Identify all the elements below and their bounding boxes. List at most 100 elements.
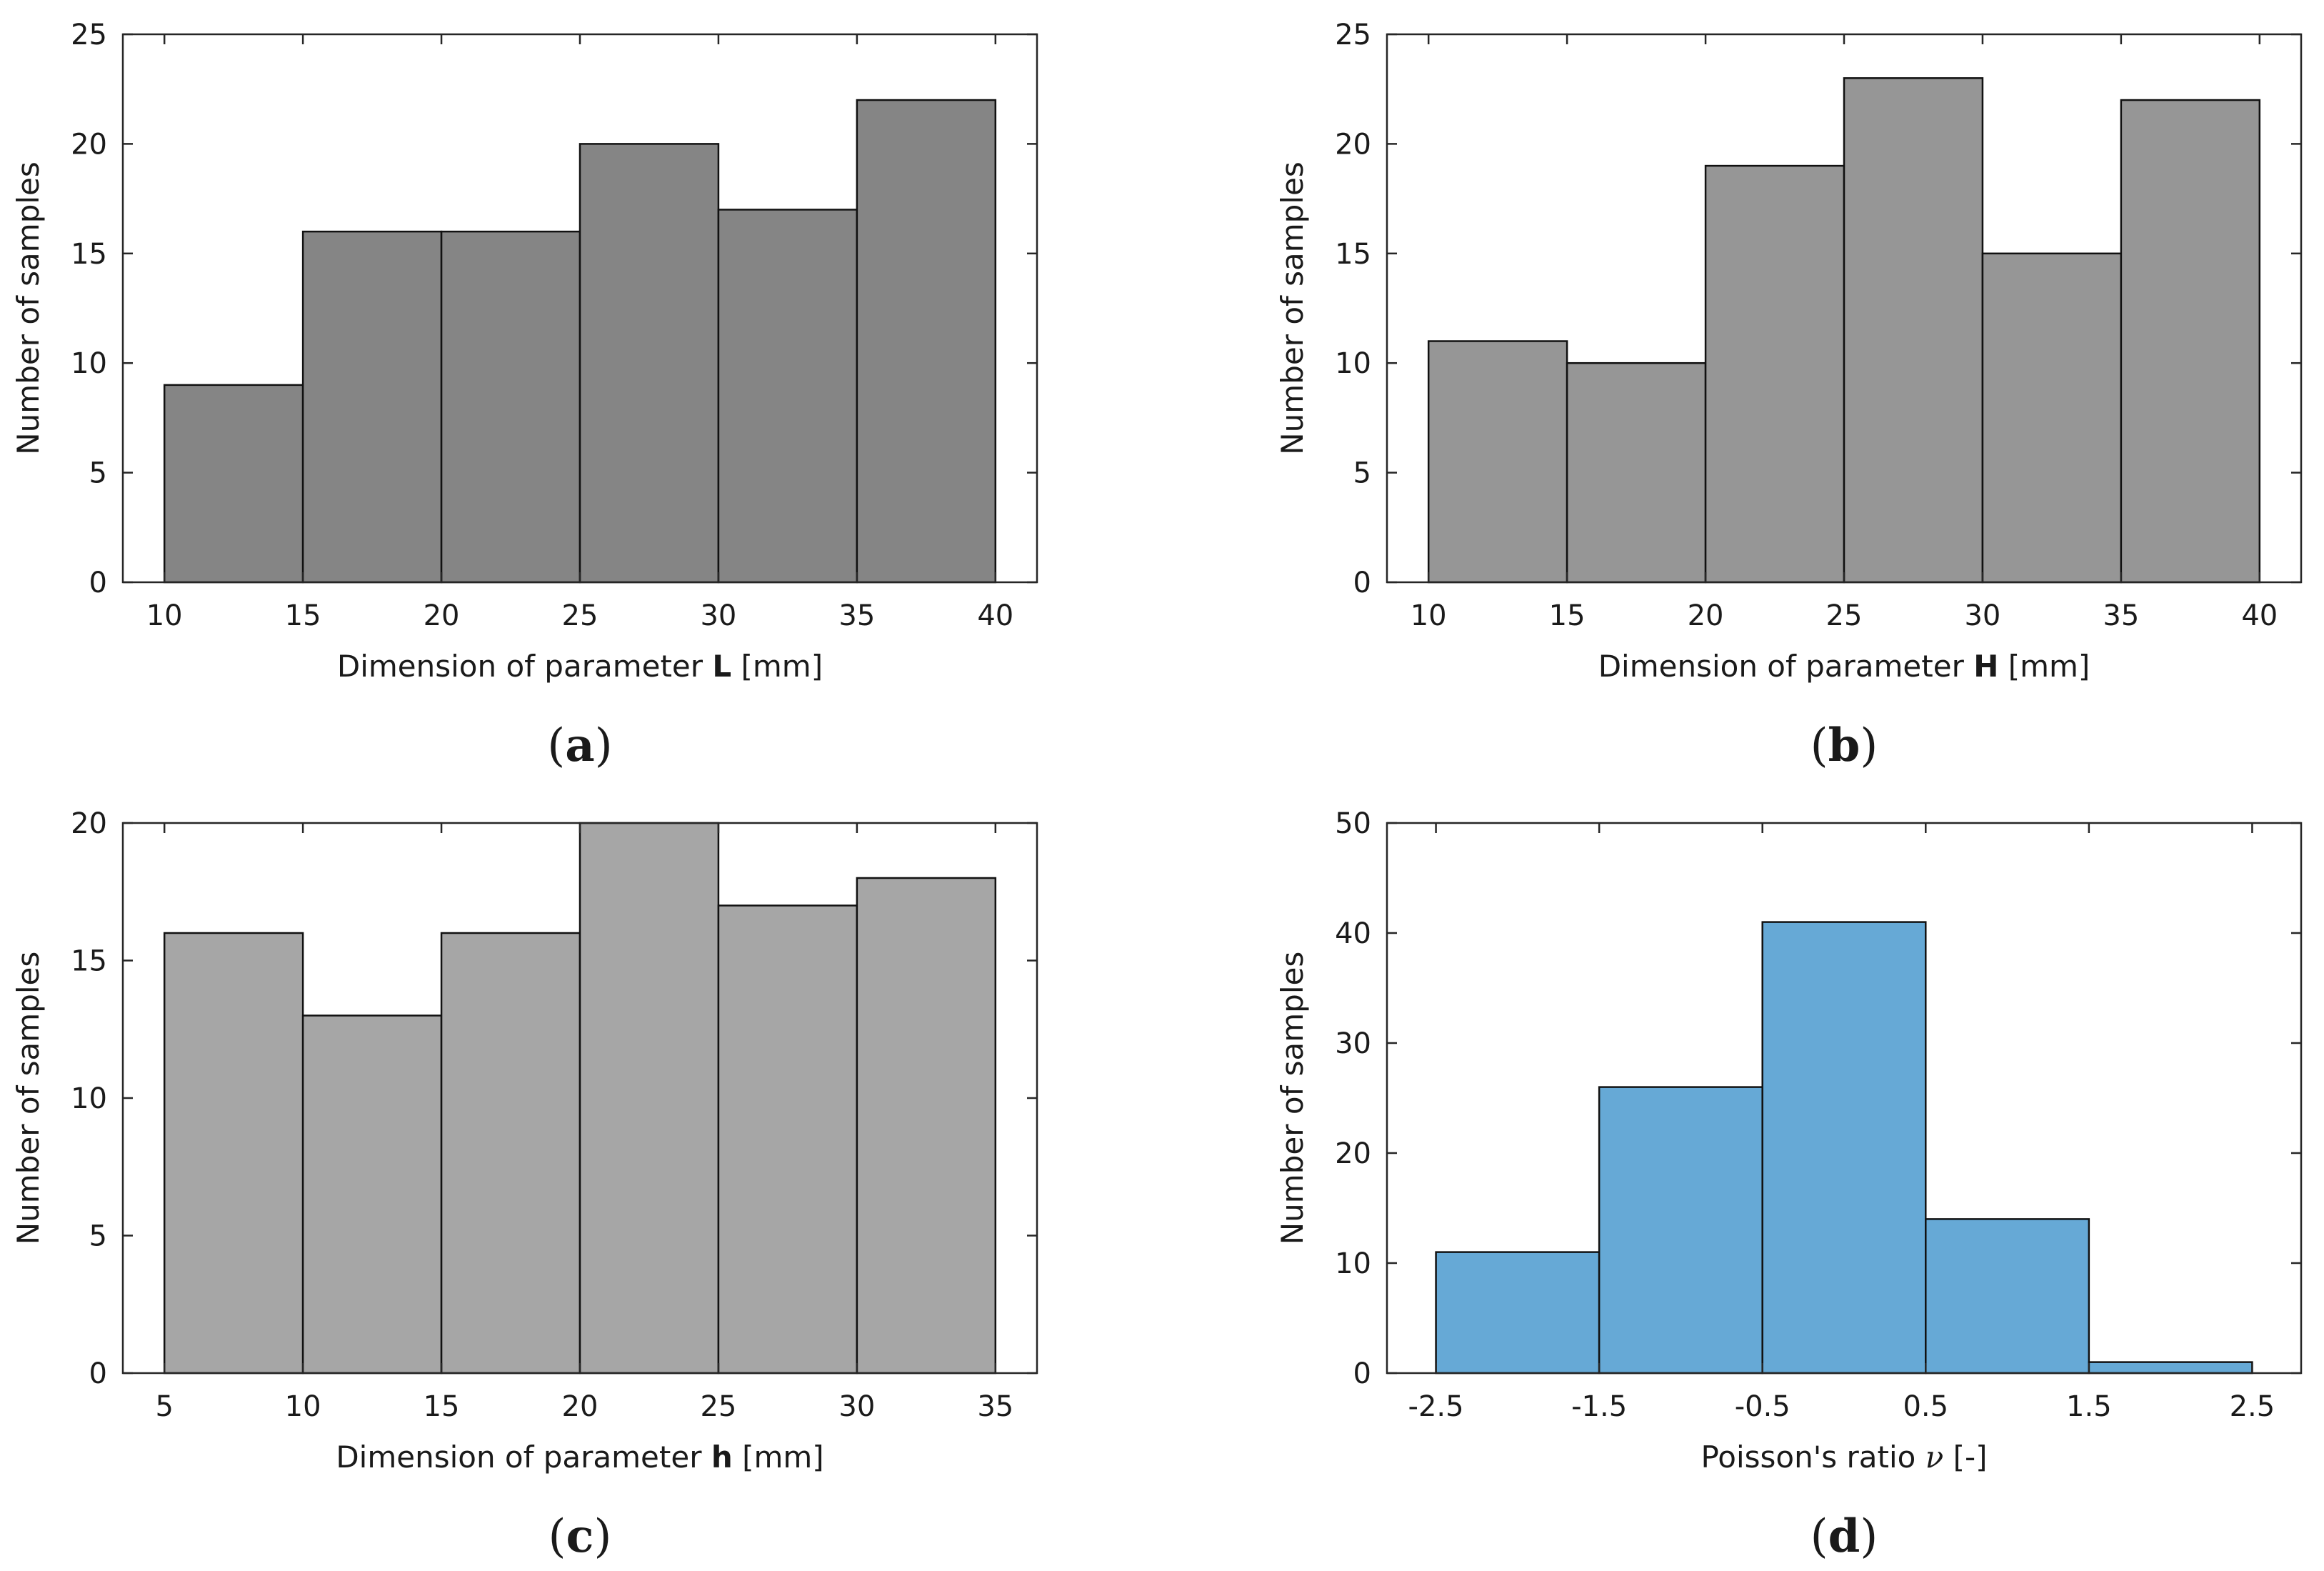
panel-d-axes-box	[1386, 822, 2303, 1375]
panel-a-xlabel-unit: [mm]	[731, 649, 823, 684]
panel-c-bar-2	[301, 1014, 443, 1375]
panel-c-label: (c)	[549, 1510, 612, 1563]
panel-d-ytick-label: 10	[1335, 1247, 1371, 1280]
panel-c-bar-4	[579, 822, 720, 1375]
panel-d-bar-4	[1925, 1218, 2090, 1375]
panel-d-ytick-label: 0	[1353, 1357, 1371, 1390]
panel-b-label-letter: b	[1828, 719, 1860, 772]
panel-a-ytick-label: 0	[89, 567, 107, 599]
panel-a: 10 15 20 25 30 35 40 0 5 10 15 20 25 Number of sample…	[11, 19, 1038, 772]
panel-c-label-close: )	[593, 1510, 611, 1563]
panel-c-xlabel: Dimension of parameter h [mm]	[336, 1440, 823, 1475]
panel-c-ylabel: Number of samples	[11, 952, 46, 1245]
panel-b-bar-1	[1427, 340, 1568, 584]
panel-a-ylabel: Number of samples	[11, 161, 46, 454]
panel-c-ytick-label: 5	[89, 1220, 107, 1253]
panel-d-label-open: (	[1810, 1510, 1828, 1563]
panel-d-ytick-label: 50	[1335, 807, 1371, 840]
panel-c-xtick-label: 35	[977, 1390, 1013, 1423]
panel-a-bar-4	[579, 143, 720, 584]
panel-c-xlabel-unit: [mm]	[733, 1440, 824, 1475]
panel-d-bar-2	[1598, 1086, 1763, 1375]
panel-d-label-close: )	[1860, 1510, 1878, 1563]
panel-c-ytick-label: 20	[71, 807, 107, 840]
panel-d-label: (d)	[1810, 1510, 1878, 1563]
panel-b-xtick-label: 35	[2103, 599, 2139, 632]
panel-b-xtick-label: 15	[1549, 599, 1586, 632]
panel-a-bar-6	[856, 99, 997, 584]
panel-d-label-letter: d	[1828, 1510, 1860, 1563]
panel-b-ytick-label: 20	[1335, 128, 1371, 161]
panel-c-xlabel-symbol: h	[711, 1440, 733, 1475]
panel-c-xtick-label: 20	[562, 1390, 598, 1423]
panel-a-xtick-label: 25	[562, 599, 598, 632]
panel-b-ytick-label: 0	[1353, 567, 1371, 599]
panel-b: 10 15 20 25 30 35 40 0 5 10 15 20 25 Number of sample…	[1275, 19, 2303, 772]
panel-d-xlabel: Poisson's ratio ν [-]	[1701, 1440, 1987, 1475]
panel-a-xlabel-symbol: L	[712, 649, 731, 684]
panel-a-xtick-label: 10	[146, 599, 183, 632]
panel-a-xtick-label: 20	[424, 599, 460, 632]
panel-b-bar-5	[1981, 252, 2123, 584]
panel-a-label-letter: a	[565, 719, 594, 772]
panel-a-label: (a)	[547, 719, 612, 772]
panel-c-bar-3	[440, 932, 581, 1375]
panel-d-xtick-label: -0.5	[1735, 1390, 1790, 1423]
panel-b-xlabel-text: Dimension of parameter	[1598, 649, 1974, 684]
panel-a-ytick-label: 5	[89, 457, 107, 490]
panel-c-bar-1	[163, 932, 304, 1375]
panel-b-bar-6	[2120, 99, 2261, 584]
panel-c-xtick-label: 30	[838, 1390, 875, 1423]
panel-c-bar-6	[856, 877, 997, 1375]
panel-c-label-open: (	[549, 1510, 566, 1563]
panel-a-ytick-label: 10	[71, 347, 107, 380]
panel-d-xlabel-text: Poisson's ratio	[1701, 1440, 1925, 1475]
panel-d-xtick-label: -2.5	[1408, 1390, 1464, 1423]
panel-a-xtick-label: 35	[838, 599, 875, 632]
panel-a-xlabel-text: Dimension of parameter	[337, 649, 713, 684]
panel-c-ytick-label: 15	[71, 945, 107, 978]
panel-d-ytick-label: 20	[1335, 1137, 1371, 1170]
panel-a-ytick-label: 20	[71, 128, 107, 161]
panel-b-xtick-label: 20	[1688, 599, 1724, 632]
panel-d: -2.5 -1.5 -0.5 0.5 1.5 2.5 0 10 20 30 40 50 Number o…	[1275, 807, 2303, 1563]
panel-a-label-close: )	[595, 719, 613, 772]
panel-c-label-letter: c	[566, 1510, 594, 1563]
panel-b-bar-3	[1704, 164, 1845, 584]
panel-d-xtick-label: -1.5	[1571, 1390, 1627, 1423]
panel-b-xtick-label: 40	[2241, 599, 2278, 632]
panel-d-xtick-label: 2.5	[2230, 1390, 2275, 1423]
panel-b-ytick-label: 25	[1335, 19, 1371, 51]
panel-a-xlabel: Dimension of parameter L [mm]	[337, 649, 823, 684]
panel-a-ytick-label: 25	[71, 19, 107, 51]
panel-b-label: (b)	[1810, 719, 1878, 772]
panel-b-ylabel: Number of samples	[1275, 161, 1310, 454]
panel-a-bar-2	[301, 230, 443, 584]
panel-b-label-open: (	[1810, 719, 1828, 772]
panel-d-bar-3	[1761, 921, 1927, 1375]
panel-a-ytick-label: 15	[71, 238, 107, 271]
panel-b-xtick-label: 10	[1411, 599, 1447, 632]
panel-c-xlabel-text: Dimension of parameter	[336, 1440, 711, 1475]
panel-b-xlabel-symbol: H	[1973, 649, 1998, 684]
panel-b-xlabel-unit: [mm]	[1998, 649, 2090, 684]
panel-d-bar-5	[2088, 1361, 2253, 1375]
panel-c-xtick-label: 25	[700, 1390, 736, 1423]
panel-d-ytick-label: 30	[1335, 1027, 1371, 1060]
panel-d-xtick-label: 0.5	[1903, 1390, 1948, 1423]
panel-b-xtick-label: 25	[1826, 599, 1863, 632]
panel-a-xtick-label: 40	[977, 599, 1013, 632]
panel-c-ytick-label: 0	[89, 1357, 107, 1390]
panel-a-xtick-label: 15	[285, 599, 321, 632]
panel-b-ytick-label: 5	[1353, 457, 1371, 490]
panel-d-ytick-label: 40	[1335, 917, 1371, 950]
panel-c-xtick-label: 5	[155, 1390, 173, 1423]
panel-c-ytick-label: 10	[71, 1082, 107, 1115]
panel-c-xtick-label: 10	[285, 1390, 321, 1423]
panel-b-bar-2	[1566, 361, 1707, 584]
panel-a-bar-5	[717, 209, 858, 584]
panel-c: 5 10 15 20 25 30 35 0 5 10 15 20 Number of samples Di…	[11, 807, 1038, 1563]
panel-b-xlabel: Dimension of parameter H [mm]	[1598, 649, 2090, 684]
panel-b-ytick-label: 10	[1335, 347, 1371, 380]
panel-a-bar-1	[163, 384, 304, 584]
